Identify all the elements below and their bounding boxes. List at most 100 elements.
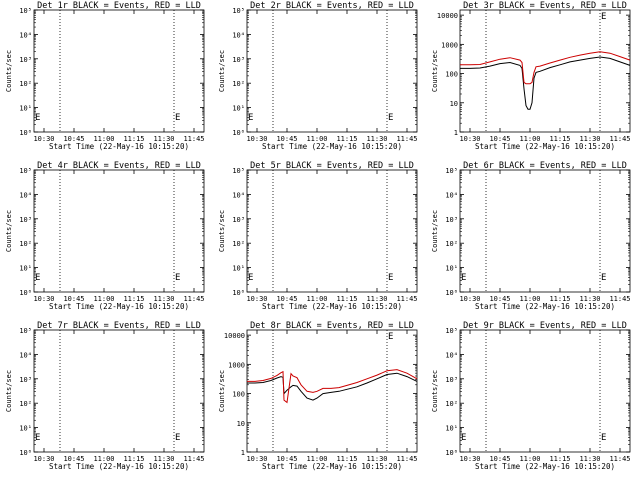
y-tick-label: 10³	[232, 56, 245, 64]
chart-title: Det 2r BLACK = Events, RED = LLD	[250, 1, 414, 11]
plot-frame	[246, 9, 418, 133]
x-tick-label: 11:00	[306, 295, 327, 303]
y-tick-label: 10000	[437, 12, 458, 20]
y-tick-label: 10¹	[19, 105, 32, 113]
y-axis-label: Counts/sec	[5, 50, 13, 92]
x-tick-label: 10:30	[246, 455, 267, 463]
x-tick-label: 11:30	[366, 135, 387, 143]
x-tick-label: 11:15	[123, 135, 144, 143]
y-tick-label: 10⁰	[19, 449, 32, 457]
plot-frame	[459, 169, 631, 293]
x-tick-label: 10:30	[246, 135, 267, 143]
chart-title: Det 9r BLACK = Events, RED = LLD	[463, 321, 627, 331]
event-marker-label: E	[248, 113, 253, 123]
y-tick-label: 10³	[232, 216, 245, 224]
x-axis-label: Start Time (22-May-16 10:15:20)	[475, 302, 615, 311]
y-tick-label: 10⁴	[19, 191, 32, 199]
x-tick-label: 10:45	[489, 295, 510, 303]
y-tick-label: 10⁰	[19, 129, 32, 137]
x-axis-label: Start Time (22-May-16 10:15:20)	[262, 142, 402, 151]
x-tick-label: 11:00	[306, 135, 327, 143]
y-tick-label: 10¹	[232, 105, 245, 113]
x-tick-label: 11:45	[609, 455, 630, 463]
plot-frame	[33, 9, 205, 133]
event-marker-label: E	[388, 273, 393, 283]
y-tick-label: 10⁵	[232, 7, 245, 15]
y-tick-label: 10³	[19, 216, 32, 224]
series-line-lld	[460, 51, 631, 85]
event-marker-label: E	[35, 433, 40, 443]
y-tick-label: 10¹	[232, 265, 245, 273]
y-tick-label: 10³	[19, 376, 32, 384]
x-tick-label: 11:00	[519, 455, 540, 463]
y-axis-label: Counts/sec	[431, 50, 439, 92]
event-marker-label: E	[248, 273, 253, 283]
y-axis-label: Counts/sec	[431, 370, 439, 412]
chart-title: Det 6r BLACK = Events, RED = LLD	[463, 161, 627, 171]
y-tick-label: 10¹	[445, 425, 458, 433]
x-tick-label: 10:45	[276, 135, 297, 143]
chart-panel-3: Det 3r BLACK = Events, RED = LLD 10:30 10:…	[431, 1, 631, 151]
x-tick-label: 10:30	[246, 295, 267, 303]
y-tick-label: 10²	[19, 80, 32, 88]
x-tick-label: 11:30	[579, 135, 600, 143]
plot-frame	[459, 329, 631, 453]
x-tick-label: 11:00	[519, 295, 540, 303]
x-tick-label: 10:45	[276, 455, 297, 463]
chart-panel-6: Det 6r BLACK = Events, RED = LLD 10:30 10:…	[431, 161, 631, 311]
x-tick-label: 11:30	[153, 455, 174, 463]
chart-panel-4: Det 4r BLACK = Events, RED = LLD 10:30 10:…	[5, 161, 205, 311]
chart-panel-9: Det 9r BLACK = Events, RED = LLD 10:30 10:…	[431, 321, 631, 471]
y-tick-label: 10⁴	[232, 31, 245, 39]
x-tick-label: 10:45	[276, 295, 297, 303]
y-tick-label: 1	[454, 129, 458, 137]
y-tick-label: 10¹	[19, 425, 32, 433]
x-tick-label: 10:45	[489, 455, 510, 463]
event-marker-label: E	[461, 433, 466, 443]
x-axis-label: Start Time (22-May-16 10:15:20)	[49, 462, 189, 471]
y-tick-label: 10⁰	[19, 289, 32, 297]
x-tick-label: 11:30	[579, 455, 600, 463]
y-tick-label: 10	[237, 420, 245, 428]
chart-title: Det 1r BLACK = Events, RED = LLD	[37, 1, 201, 11]
y-tick-label: 10⁵	[19, 167, 32, 175]
x-tick-label: 10:45	[63, 295, 84, 303]
y-tick-label: 10	[450, 100, 458, 108]
series-line-events	[460, 56, 631, 110]
y-tick-label: 10¹	[445, 265, 458, 273]
x-tick-label: 11:00	[306, 455, 327, 463]
x-tick-label: 11:00	[93, 135, 114, 143]
x-tick-label: 11:00	[93, 295, 114, 303]
y-tick-label: 1000	[228, 361, 245, 369]
event-marker-label: E	[175, 273, 180, 283]
x-tick-label: 11:15	[549, 455, 570, 463]
x-axis-label: Start Time (22-May-16 10:15:20)	[49, 142, 189, 151]
y-tick-label: 10000	[224, 332, 245, 340]
y-tick-label: 10²	[232, 240, 245, 248]
y-tick-label: 10²	[445, 400, 458, 408]
y-axis-label: Counts/sec	[431, 210, 439, 252]
plot-frame	[246, 329, 418, 453]
x-tick-label: 10:30	[459, 455, 480, 463]
chart-title: Det 3r BLACK = Events, RED = LLD	[463, 1, 627, 11]
y-tick-label: 10⁴	[445, 191, 458, 199]
y-tick-label: 10⁴	[19, 31, 32, 39]
x-axis-label: Start Time (22-May-16 10:15:20)	[475, 462, 615, 471]
y-tick-label: 100	[232, 391, 245, 399]
event-marker-label: E	[601, 273, 606, 283]
y-tick-label: 1	[241, 449, 245, 457]
series-line-lld	[247, 369, 418, 404]
x-tick-label: 11:45	[609, 295, 630, 303]
chart-panel-5: Det 5r BLACK = Events, RED = LLD 10:30 10:…	[218, 161, 418, 311]
x-tick-label: 10:45	[63, 455, 84, 463]
chart-panel-1: Det 1r BLACK = Events, RED = LLD 10:30 10:…	[5, 1, 205, 151]
x-tick-label: 10:30	[459, 295, 480, 303]
event-marker-label: E	[601, 12, 606, 22]
event-marker-label: E	[175, 113, 180, 123]
x-tick-label: 11:15	[123, 295, 144, 303]
x-tick-label: 11:15	[549, 295, 570, 303]
y-tick-label: 10⁴	[232, 191, 245, 199]
y-tick-label: 10⁴	[445, 351, 458, 359]
